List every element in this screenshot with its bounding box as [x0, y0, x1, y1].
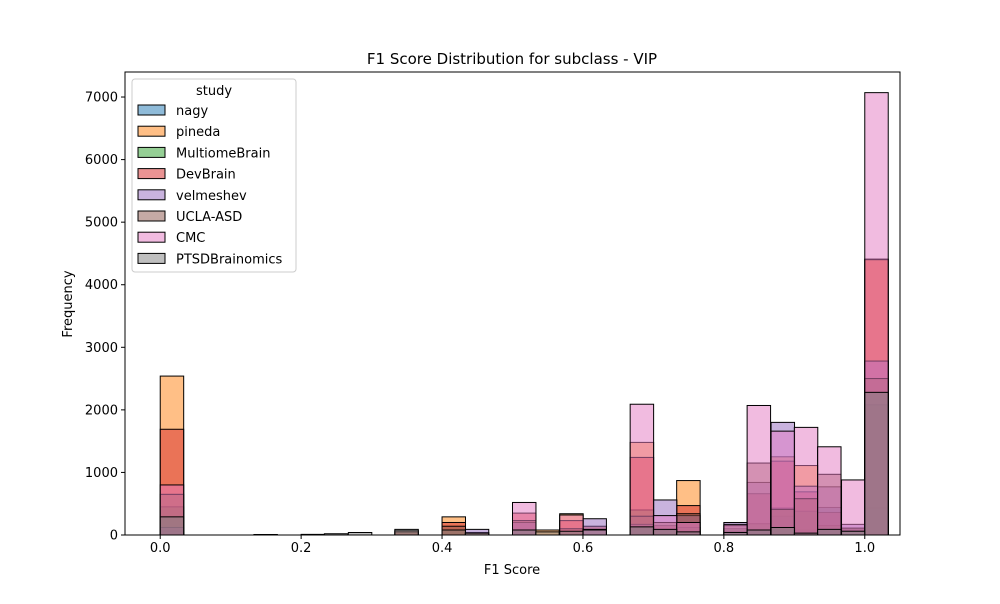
legend-swatch — [137, 252, 166, 264]
y-tick-label: 7000 — [85, 91, 118, 106]
x-tick-label: 0.2 — [291, 541, 312, 556]
histogram-bar — [559, 530, 584, 536]
legend-item: velmeshev — [137, 189, 247, 204]
legend-item: pineda — [137, 125, 220, 140]
legend-label: DevBrain — [176, 168, 236, 183]
x-tick-label: 0.6 — [573, 541, 594, 556]
x-tick-label: 0.8 — [714, 541, 735, 556]
x-tick-label: 0.0 — [150, 541, 171, 556]
histogram-bar — [512, 529, 537, 536]
legend-label: pineda — [176, 125, 220, 140]
legend-label: CMC — [176, 231, 205, 246]
legend-item: nagy — [137, 104, 208, 119]
legend-label: velmeshev — [176, 189, 247, 204]
histogram-bar — [582, 529, 607, 536]
axes-layer: 0.0 0.2 0.4 0.6 0.8 1.0 0 1000 2000 3000 4000 5000 6… — [85, 71, 901, 556]
legend-title: study — [196, 84, 232, 99]
histogram-bar — [841, 479, 866, 536]
legend-swatch — [137, 189, 166, 201]
y-tick-label: 0 — [110, 529, 118, 544]
histogram-bar — [817, 446, 842, 536]
legend-label: nagy — [176, 104, 208, 119]
histogram-bar — [629, 403, 655, 536]
histogram-bar — [629, 526, 655, 536]
histogram-bar — [770, 526, 796, 536]
histogram-bar — [793, 426, 819, 536]
legend-swatch — [137, 231, 166, 243]
legend-item: UCLA-ASD — [137, 210, 242, 225]
y-tick-label: 2000 — [85, 403, 118, 418]
x-tick-label: 0.4 — [432, 541, 453, 556]
legend-item: PTSDBrainomics — [137, 252, 282, 267]
legend-item: MultiomeBrain — [137, 146, 270, 161]
y-axis-label: Frequency — [61, 270, 76, 337]
y-tick-label: 4000 — [85, 278, 118, 293]
y-tick-label: 3000 — [85, 341, 118, 356]
legend-swatch — [137, 146, 166, 158]
legend-label: PTSDBrainomics — [176, 252, 282, 267]
x-axis-label: F1 Score — [484, 563, 540, 578]
legend-box — [131, 78, 297, 273]
histogram-bar — [746, 529, 772, 536]
legend: study nagy pineda MultiomeBrain DevBrain velm… — [131, 78, 297, 273]
histogram-bar — [746, 404, 772, 536]
legend-item: DevBrain — [137, 168, 236, 183]
x-tick-label: 1.0 — [854, 541, 875, 556]
histogram-bar — [652, 528, 678, 536]
y-tick-label: 6000 — [85, 153, 118, 168]
histogram-bar — [817, 528, 842, 536]
legend-label: MultiomeBrain — [176, 146, 270, 161]
histogram-bar — [394, 528, 419, 536]
histogram-bar — [159, 516, 185, 536]
histogram-bar — [770, 430, 796, 536]
legend-swatch — [137, 210, 166, 222]
legend-swatch — [137, 104, 166, 116]
histogram-bar — [841, 530, 866, 536]
legend-swatch — [137, 125, 166, 137]
histogram-bar — [441, 529, 467, 536]
plot-frame — [124, 71, 901, 536]
histogram-bar — [864, 391, 889, 536]
chart-title: F1 Score Distribution for subclass - VIP — [367, 50, 657, 68]
y-tick-label: 5000 — [85, 216, 118, 231]
legend-label: UCLA-ASD — [176, 210, 242, 225]
legend-item: CMC — [137, 231, 205, 246]
legend-swatch — [137, 168, 166, 180]
y-tick-label: 1000 — [85, 466, 118, 481]
